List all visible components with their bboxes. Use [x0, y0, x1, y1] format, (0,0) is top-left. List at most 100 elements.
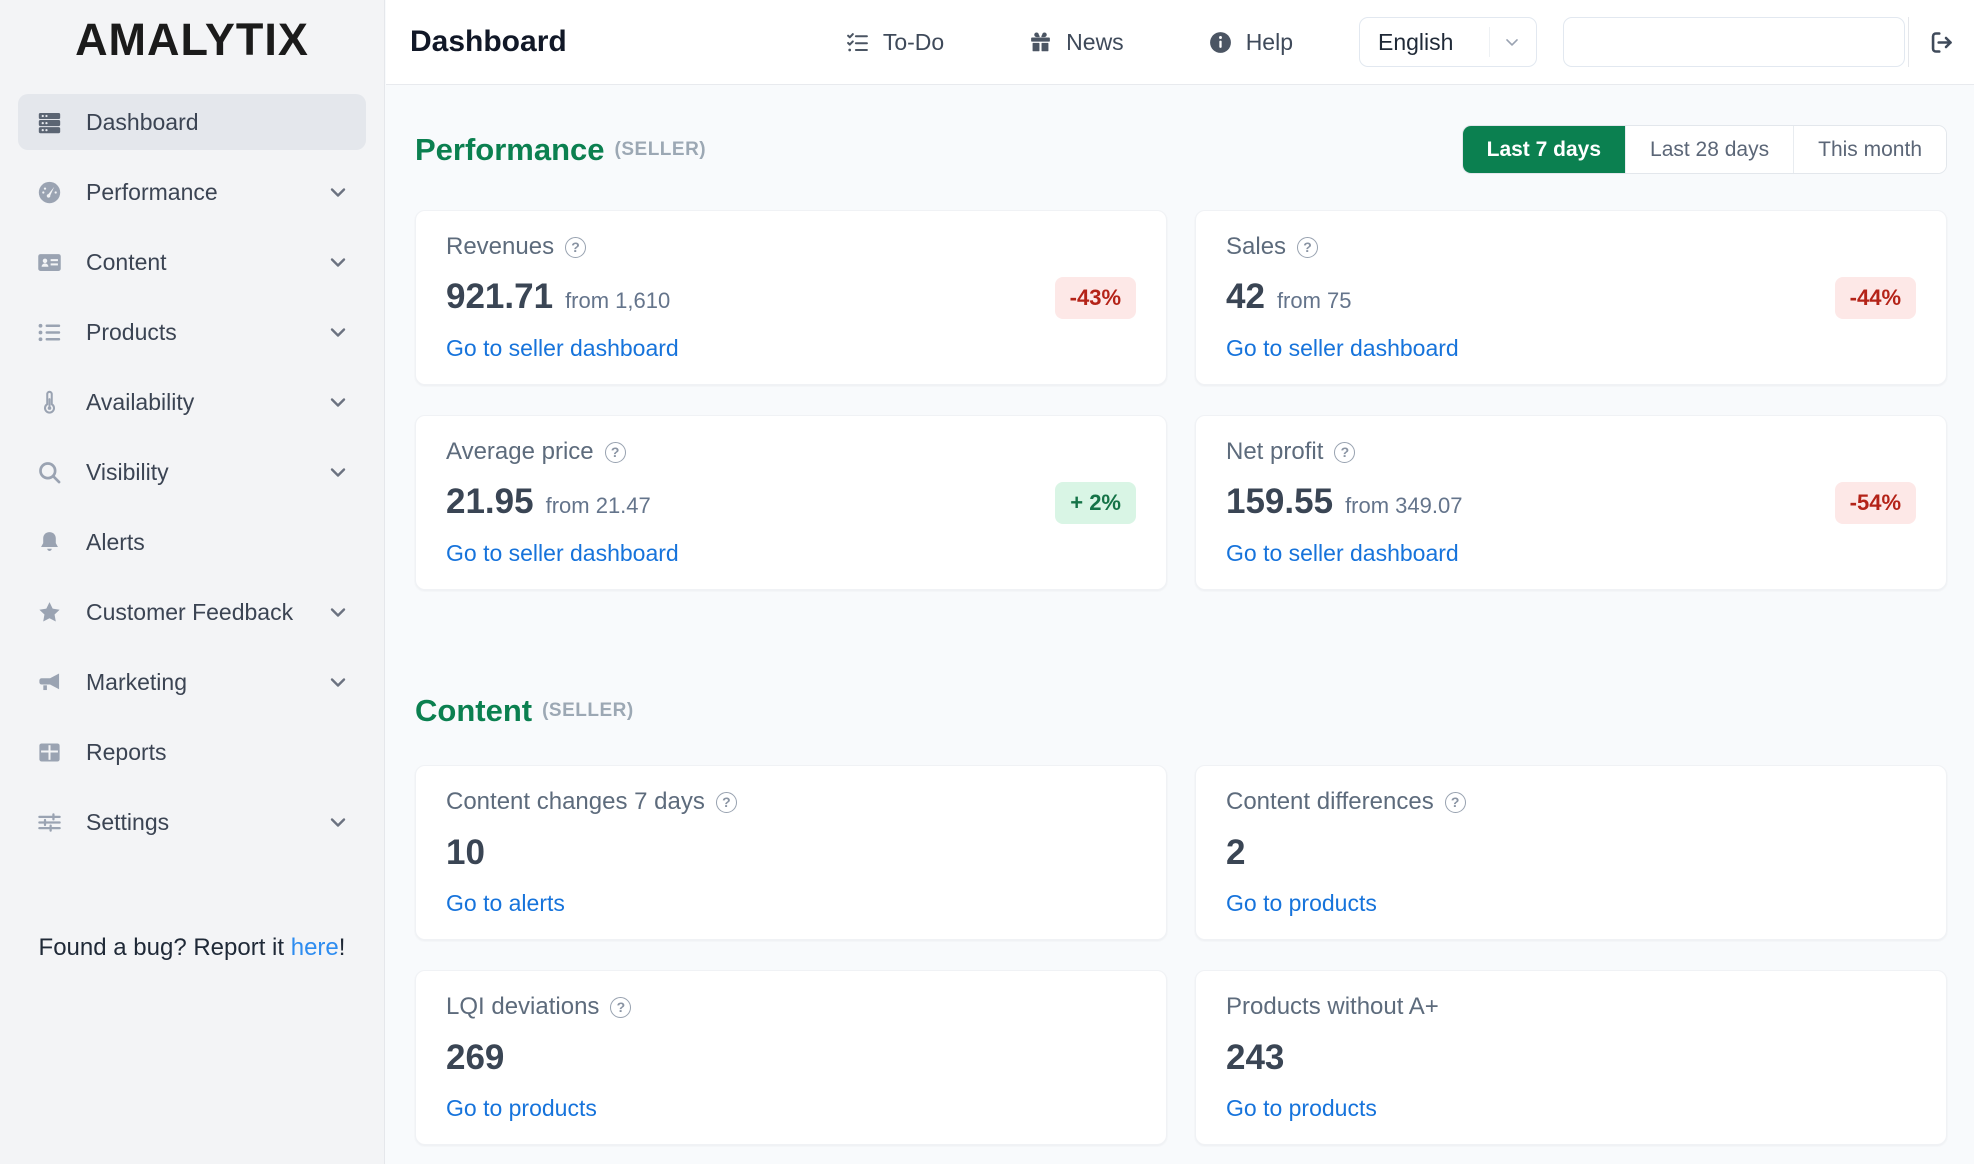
products-link[interactable]: Go to products [1226, 890, 1377, 916]
kpi-card-revenues: Revenues? 921.71 from 1,610 -43% Go to s… [415, 210, 1167, 385]
sidebar-item-customer-feedback[interactable]: Customer Feedback [18, 584, 366, 640]
range-last-28-days-button[interactable]: Last 28 days [1625, 126, 1794, 173]
topnav-news-label: News [1066, 28, 1124, 55]
card-value: 21.95 [446, 482, 534, 521]
topnav-help[interactable]: Help [1208, 29, 1293, 56]
sidebar-item-marketing[interactable]: Marketing [18, 654, 366, 710]
change-badge: -54% [1834, 482, 1916, 524]
card-previous-value: from 1,610 [565, 288, 671, 313]
bell-icon [34, 527, 64, 557]
date-range-group: Last 7 days Last 28 days This month [1461, 125, 1947, 174]
sidebar-item-reports[interactable]: Reports [18, 724, 366, 780]
sidebar-item-visibility[interactable]: Visibility [18, 444, 366, 500]
card-previous-value: from 75 [1276, 288, 1352, 313]
topnav-todo-label: To-Do [882, 28, 945, 55]
todo-list-icon [846, 32, 868, 51]
seller-dashboard-link[interactable]: Go to seller dashboard [446, 540, 679, 566]
thermometer-icon [34, 387, 64, 417]
bug-report-suffix: ! [338, 934, 346, 961]
kpi-card-lqi-deviations: LQI deviations? 269 Go to products [415, 970, 1167, 1145]
section-scope: (SELLER) [614, 138, 707, 160]
card-title: Sales [1226, 233, 1287, 260]
seller-dashboard-link[interactable]: Go to seller dashboard [1226, 540, 1459, 566]
bug-report-text: Found a bug? Report it [38, 934, 291, 961]
help-icon[interactable]: ? [715, 791, 737, 813]
card-value: 2 [1226, 833, 1246, 872]
sidebar-item-label: Marketing [86, 668, 187, 695]
card-previous-value: from 21.47 [545, 493, 651, 518]
language-select[interactable]: English [1359, 17, 1537, 67]
products-link[interactable]: Go to products [1226, 1095, 1377, 1121]
change-badge: -43% [1054, 277, 1136, 319]
topnav-todo[interactable]: To-Do [845, 29, 944, 56]
sidebar-item-availability[interactable]: Availability [18, 374, 366, 430]
kpi-card-content-changes: Content changes 7 days? 10 Go to alerts [415, 765, 1167, 940]
section-scope: (SELLER) [542, 700, 634, 721]
sidebar-item-label: Products [86, 318, 177, 345]
products-link[interactable]: Go to products [446, 1095, 597, 1121]
sidebar-item-label: Performance [86, 178, 218, 205]
card-value: 42 [1226, 277, 1265, 316]
content-section-header: Content (SELLER) [415, 693, 1947, 729]
kpi-card-average-price: Average price? 21.95 from 21.47 + 2% Go … [415, 415, 1167, 590]
topnav-news[interactable]: News [1028, 29, 1124, 56]
range-last-7-days-button[interactable]: Last 7 days [1462, 126, 1626, 173]
sidebar-item-label: Visibility [86, 458, 169, 485]
search-input[interactable] [1563, 17, 1905, 67]
sidebar-item-label: Content [86, 248, 167, 275]
sidebar-item-label: Availability [86, 388, 195, 415]
help-icon[interactable]: ? [1297, 236, 1319, 258]
section-title: Performance [415, 131, 605, 167]
seller-dashboard-link[interactable]: Go to seller dashboard [446, 335, 679, 361]
chevron-down-icon [326, 320, 350, 344]
alerts-link[interactable]: Go to alerts [446, 890, 565, 916]
card-title: Content differences [1226, 788, 1434, 815]
app-logo: AMALYTIX [75, 14, 309, 65]
card-value: 159.55 [1226, 482, 1334, 521]
sidebar: AMALYTIX Dashboard Performance Content [0, 0, 385, 1164]
seller-dashboard-link[interactable]: Go to seller dashboard [1226, 335, 1459, 361]
card-value: 10 [446, 833, 485, 872]
sidebar-item-label: Customer Feedback [86, 598, 294, 625]
sidebar-item-label: Settings [86, 808, 170, 835]
dashboard-icon [34, 107, 64, 137]
card-title: Net profit [1226, 438, 1324, 465]
help-icon[interactable]: ? [1444, 791, 1466, 813]
sidebar-item-content[interactable]: Content [18, 234, 366, 290]
topbar: Dashboard To-Do News Help English [386, 0, 1974, 85]
table-icon [34, 737, 64, 767]
help-icon[interactable]: ? [610, 996, 632, 1018]
bug-report-link[interactable]: here [290, 934, 339, 961]
help-icon[interactable]: ? [1334, 441, 1356, 463]
kpi-card-sales: Sales? 42 from 75 -44% Go to seller dash… [1195, 210, 1947, 385]
card-value: 921.71 [446, 277, 554, 316]
main-content: Performance (SELLER) Last 7 days Last 28… [386, 86, 1974, 1164]
help-icon[interactable]: ? [565, 236, 587, 258]
range-this-month-button[interactable]: This month [1793, 126, 1946, 173]
sidebar-item-label: Alerts [86, 528, 145, 555]
sidebar-item-products[interactable]: Products [18, 304, 366, 360]
card-previous-value: from 349.07 [1345, 493, 1463, 518]
sidebar-item-alerts[interactable]: Alerts [18, 514, 366, 570]
sidebar-item-dashboard[interactable]: Dashboard [18, 94, 366, 150]
chevron-down-icon [326, 460, 350, 484]
sidebar-item-settings[interactable]: Settings [18, 794, 366, 850]
signout-button[interactable] [1908, 17, 1974, 67]
signout-icon [1931, 31, 1952, 53]
language-value: English [1378, 28, 1454, 55]
info-icon [1209, 31, 1231, 53]
change-badge: -44% [1834, 277, 1916, 319]
chevron-down-icon [326, 670, 350, 694]
help-icon[interactable]: ? [604, 441, 626, 463]
chevron-down-icon [326, 390, 350, 414]
sidebar-item-performance[interactable]: Performance [18, 164, 366, 220]
bug-report-line: Found a bug? Report it here! [0, 934, 384, 962]
section-title: Content [415, 693, 533, 728]
chevron-down-icon [326, 810, 350, 834]
kpi-card-net-profit: Net profit? 159.55 from 349.07 -54% Go t… [1195, 415, 1947, 590]
id-card-icon [34, 247, 64, 277]
sidebar-item-label: Reports [86, 738, 167, 765]
chevron-down-icon [326, 600, 350, 624]
card-title: Products without A+ [1226, 993, 1439, 1020]
card-title: LQI deviations [446, 993, 600, 1020]
